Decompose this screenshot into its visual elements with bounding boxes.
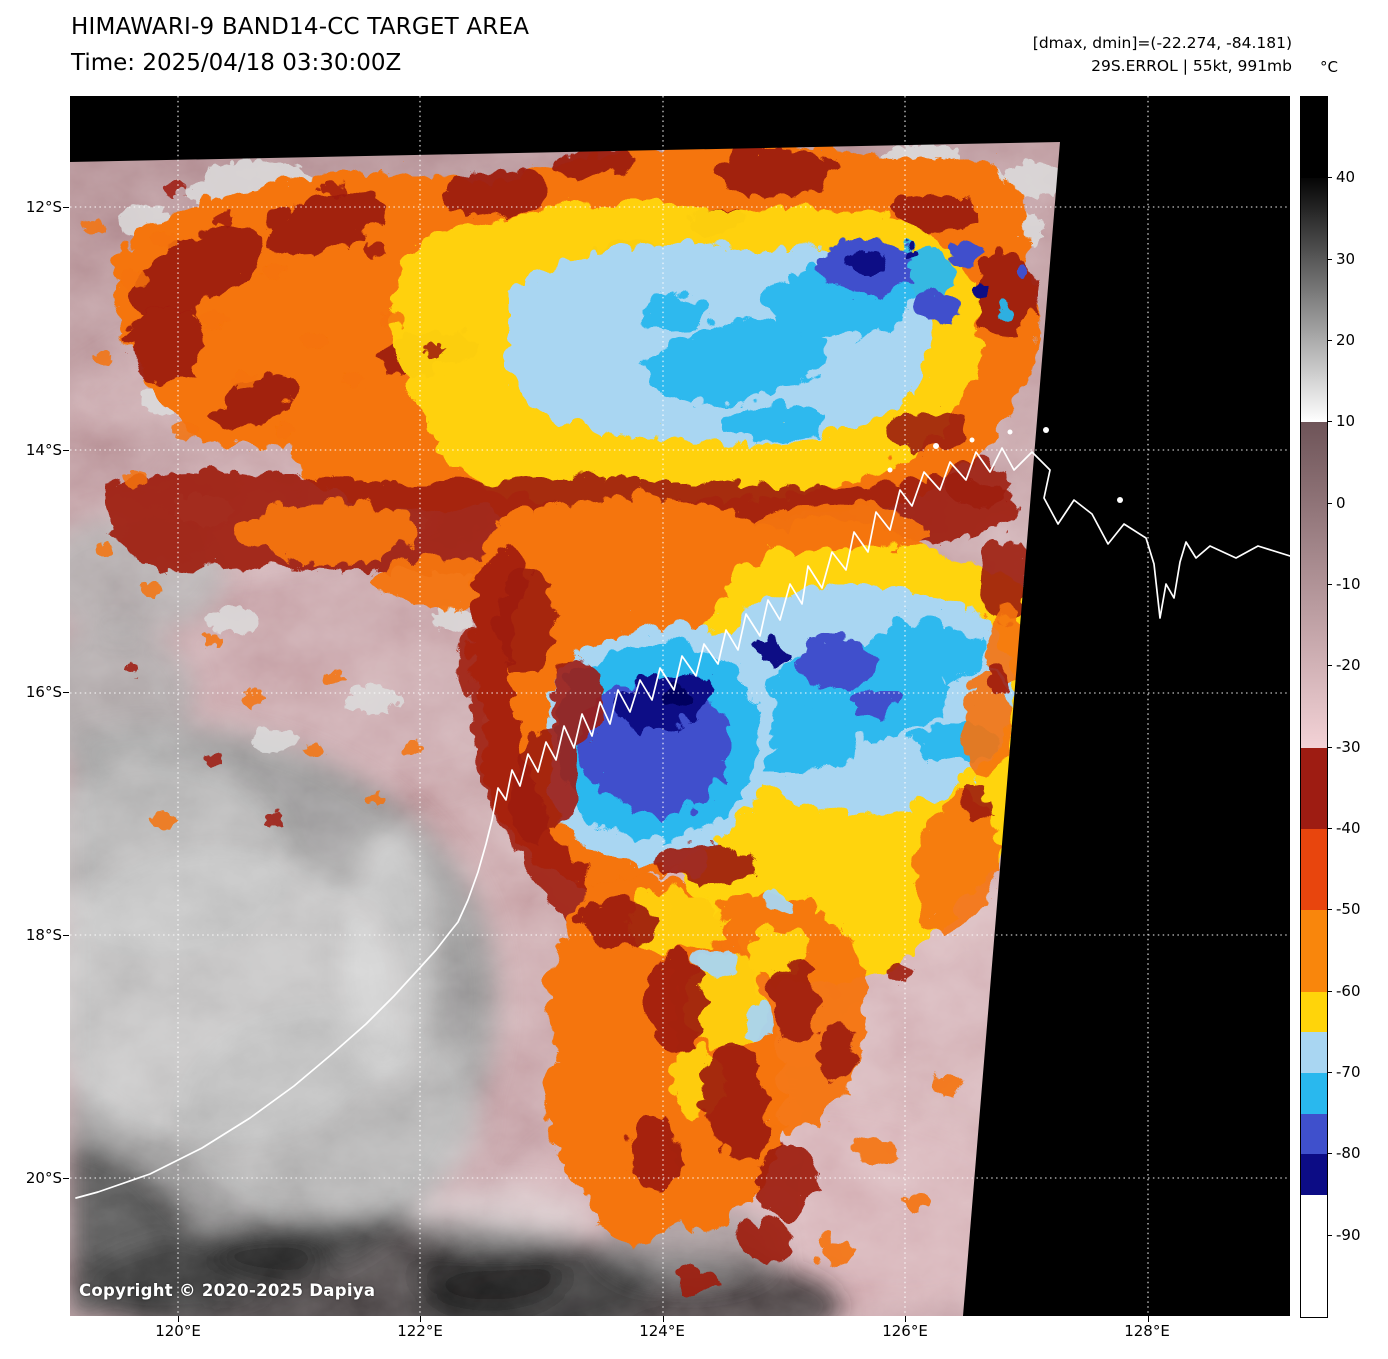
x-axis-label: 122°E [397,1322,443,1340]
colorbar-segment [1301,97,1327,179]
colorbar-tick-label: -70 [1336,1063,1361,1081]
y-axis-label: 20°S [25,1169,62,1187]
north-convective-band [108,142,1031,545]
x-tick-mark [1148,1316,1149,1322]
colorbar-tick-label: -90 [1336,1225,1361,1244]
colorbar-tick-label: 30 [1336,249,1356,268]
colorbar-tick-label: 20 [1336,331,1356,349]
colorbar-tick-mark [1327,665,1332,667]
island-dots [887,427,1123,503]
colorbar-segment [1301,1195,1327,1317]
y-tick-mark [63,207,69,208]
colorbar-tick-mark [1327,1234,1332,1236]
colorbar-segment [1301,422,1327,748]
y-tick-mark [63,1178,69,1179]
colorbar-segment [1301,178,1327,423]
colorbar-segment [1301,1032,1327,1073]
y-tick-mark [63,935,69,936]
colorbar-segment [1301,1154,1327,1195]
x-axis-label: 126°E [882,1322,928,1340]
page-title: HIMAWARI-9 BAND14-CC TARGET AREA [71,14,530,40]
colorbar-tick-mark [1327,584,1332,585]
satellite-data-region [70,142,1060,1316]
x-tick-mark [663,1316,664,1322]
colorbar-tick-mark [1327,746,1332,748]
y-tick-mark [63,450,69,451]
colorbar-tick-mark [1327,258,1332,260]
colorbar-tick-mark [1327,340,1332,341]
colorbar-tick-label: 10 [1336,412,1356,431]
colorbar-tick-mark [1327,909,1332,911]
colorbar-tick-label: 0 [1336,493,1346,512]
dmax-dmin-readout: [dmax, dmin]=(-22.274, -84.181) [1032,34,1292,52]
x-axis-label: 128°E [1124,1322,1170,1340]
satellite-map: Copyright © 2020-2025 Dapiya [70,96,1290,1316]
colorbar-tick-label: -20 [1336,656,1361,675]
colorbar-segment [1301,829,1327,911]
y-axis-label: 12°S [25,198,62,216]
y-axis-label: 18°S [25,926,62,944]
temperature-colorbar [1300,96,1328,1318]
south-spiral-band [540,600,1020,1290]
scattered-speckles [78,178,440,824]
copyright-text: Copyright © 2020-2025 Dapiya [79,1281,376,1300]
colorbar-tick-label: -40 [1336,819,1361,837]
colorbar-segment [1301,1113,1327,1155]
colorbar-segment [1301,910,1327,992]
timestamp: Time: 2025/04/18 03:30:00Z [71,50,402,76]
colorbar-tick-mark [1327,1072,1332,1073]
colorbar-tick-label: -80 [1336,1144,1361,1163]
colorbar-tick-label: -10 [1336,575,1361,593]
colorbar-tick-label: -60 [1336,981,1361,1000]
colorbar-unit-label: °C [1320,58,1338,76]
x-tick-mark [178,1316,179,1322]
colorbar-tick-mark [1327,828,1332,829]
colorbar-segment [1301,747,1327,829]
colorbar-tick-label: -30 [1336,737,1361,756]
y-tick-mark [63,692,69,693]
colorbar-tick-mark [1327,502,1332,504]
colorbar-segment [1301,1073,1327,1114]
y-axis-label: 16°S [25,683,62,701]
colorbar-tick-mark [1327,990,1332,992]
x-tick-mark [420,1316,421,1322]
colorbar-tick-mark [1327,177,1332,179]
satellite-image [70,96,1290,1316]
colorbar-tick-mark [1327,421,1332,423]
coastline [75,447,1290,1199]
cyclone-core-region [460,406,1043,1009]
colorbar-tick-label: -50 [1336,900,1361,919]
colorbar-segment [1301,991,1327,1033]
x-axis-label: 120°E [155,1322,201,1340]
colorbar-tick-label: 40 [1336,168,1356,187]
storm-info: 29S.ERROL | 55kt, 991mb [1091,57,1292,75]
x-axis-label: 124°E [639,1322,685,1340]
x-tick-mark [905,1316,906,1322]
y-axis-label: 14°S [25,441,62,459]
coastline-layer [75,427,1290,1199]
colorbar-tick-mark [1327,1153,1332,1155]
